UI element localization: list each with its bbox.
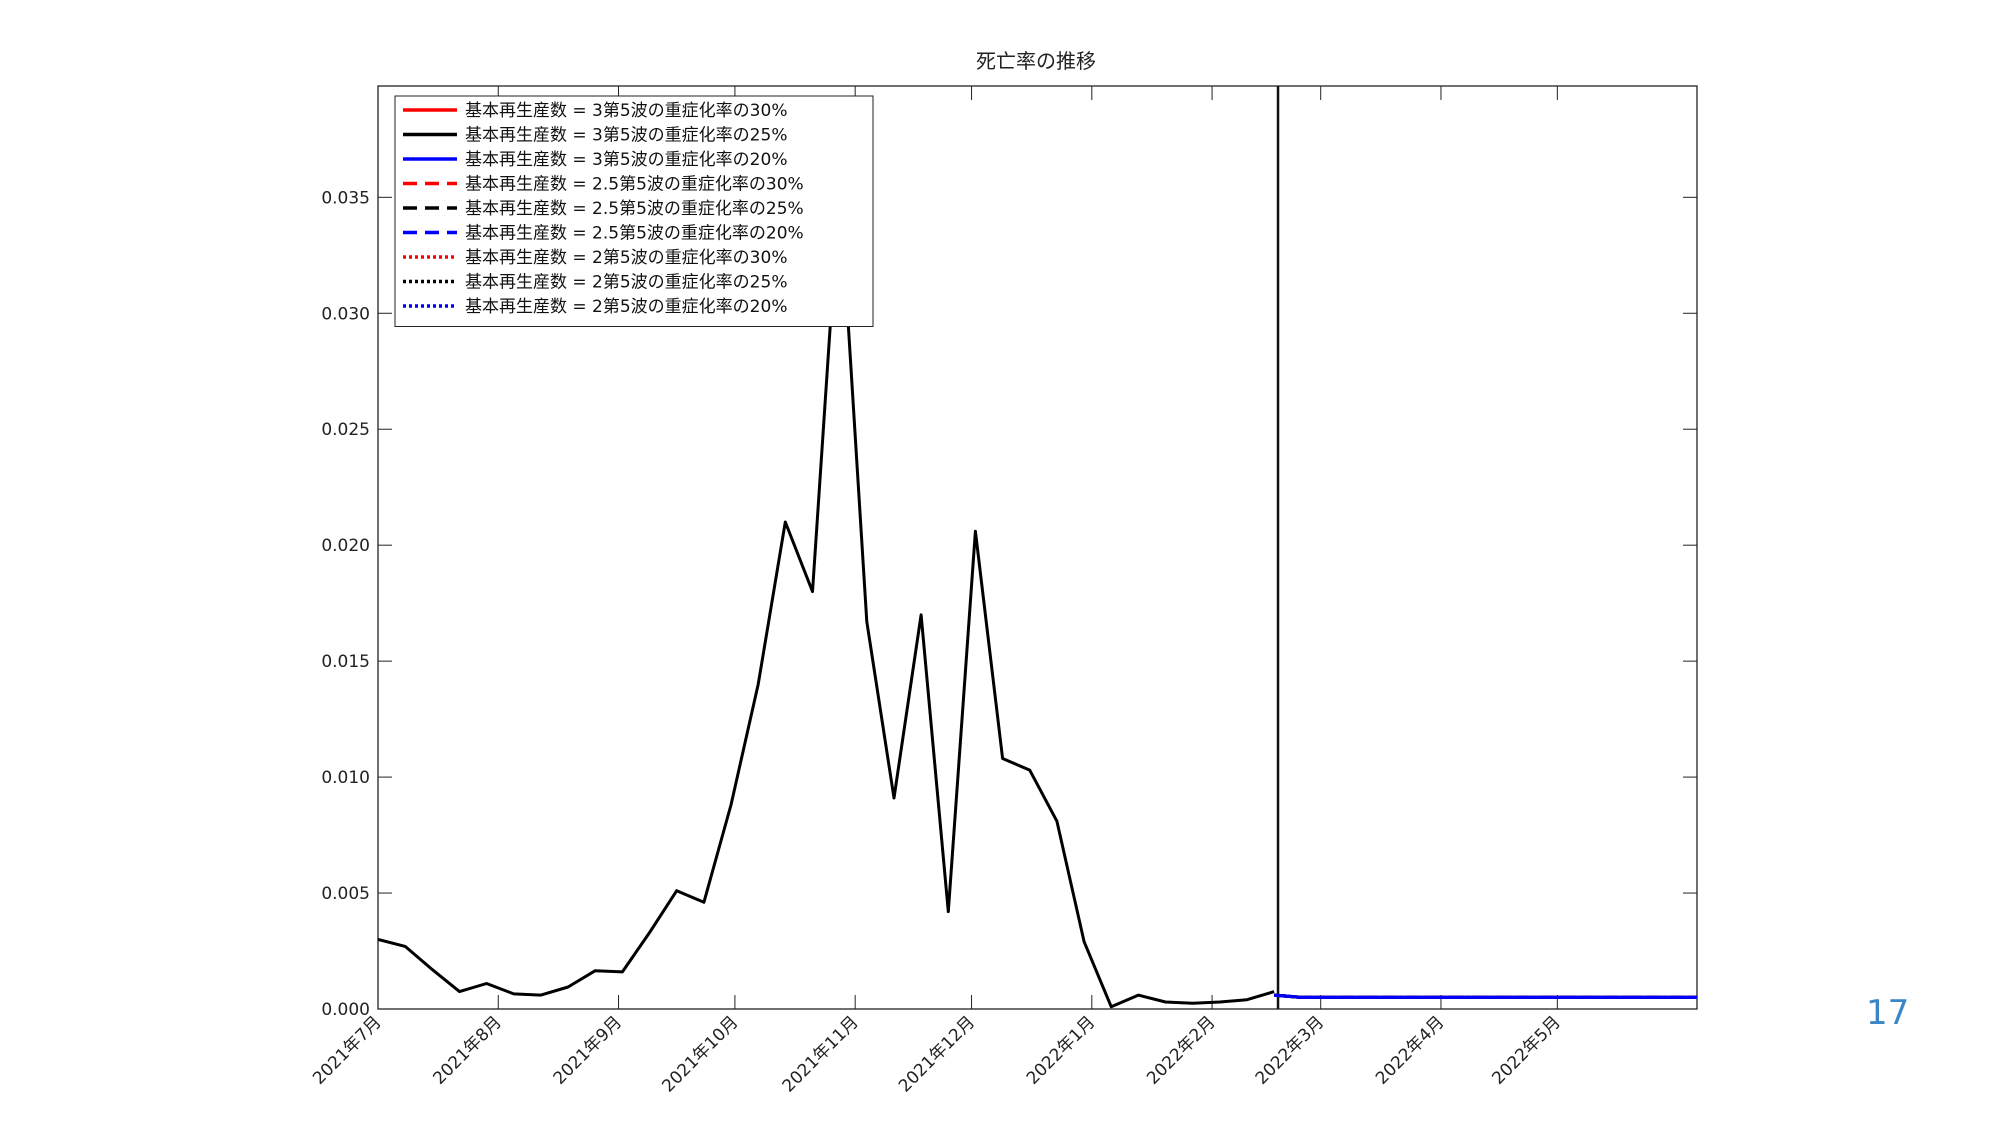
y-tick-label: 0.010 xyxy=(321,768,370,788)
x-tick-label: 2021年12月 xyxy=(895,1012,979,1096)
legend: 基本再生産数 = 3第5波の重症化率の30% 基本再生産数 = 3第5波の重症化率… xyxy=(394,95,874,327)
y-tick-label: 0.015 xyxy=(321,652,370,672)
chart-title: 死亡率の推移 xyxy=(976,49,1096,73)
x-tick-label: 2021年8月 xyxy=(429,1012,505,1088)
y-tick-label: 0.035 xyxy=(321,188,370,208)
projection-line-9 xyxy=(1273,993,1697,1000)
legend-label-8: 基本再生産数 = 2第5波の重症化率の25% xyxy=(465,273,787,293)
x-tick-label: 2021年11月 xyxy=(779,1012,863,1096)
y-tick-label: 0.030 xyxy=(321,304,370,324)
legend-label-4: 基本再生産数 = 2.5第5波の重症化率の30% xyxy=(465,175,804,195)
x-tick-label: 2021年10月 xyxy=(658,1012,742,1096)
x-tick-label: 2022年1月 xyxy=(1023,1012,1099,1088)
legend-label-1: 基本再生産数 = 3第5波の重症化率の30% xyxy=(465,101,787,121)
legend-label-7: 基本再生産数 = 2第5波の重症化率の30% xyxy=(465,248,787,268)
y-tick-label: 0.025 xyxy=(321,420,370,440)
legend-label-2: 基本再生産数 = 3第5波の重症化率の25% xyxy=(465,126,787,146)
plot-frame xyxy=(377,85,1698,1010)
x-tick-label: 2021年7月 xyxy=(309,1012,385,1088)
legend-label-9: 基本再生産数 = 2第5波の重症化率の20% xyxy=(465,297,787,317)
projection-series-layer xyxy=(1273,993,1697,1000)
observed-series-layer xyxy=(377,184,1275,1009)
observed-line xyxy=(377,184,1275,1009)
legend-label-3: 基本再生産数 = 3第5波の重症化率の20% xyxy=(465,150,787,170)
page-number: 17 xyxy=(1866,993,1910,1033)
y-tick-label: 0.005 xyxy=(321,884,370,904)
x-tick-label: 2022年4月 xyxy=(1372,1012,1448,1088)
y-tick-label: 0.000 xyxy=(321,1000,370,1020)
legend-label-5: 基本再生産数 = 2.5第5波の重症化率の25% xyxy=(465,199,804,219)
legend-label-6: 基本再生産数 = 2.5第5波の重症化率の20% xyxy=(465,224,804,244)
x-tick-label: 2022年5月 xyxy=(1488,1012,1564,1088)
x-tick-label: 2021年9月 xyxy=(550,1012,626,1088)
legend-box xyxy=(394,95,874,327)
x-tick-label: 2022年3月 xyxy=(1252,1012,1328,1088)
y-tick-label: 0.020 xyxy=(321,536,370,556)
x-tick-label: 2022年2月 xyxy=(1143,1012,1219,1088)
